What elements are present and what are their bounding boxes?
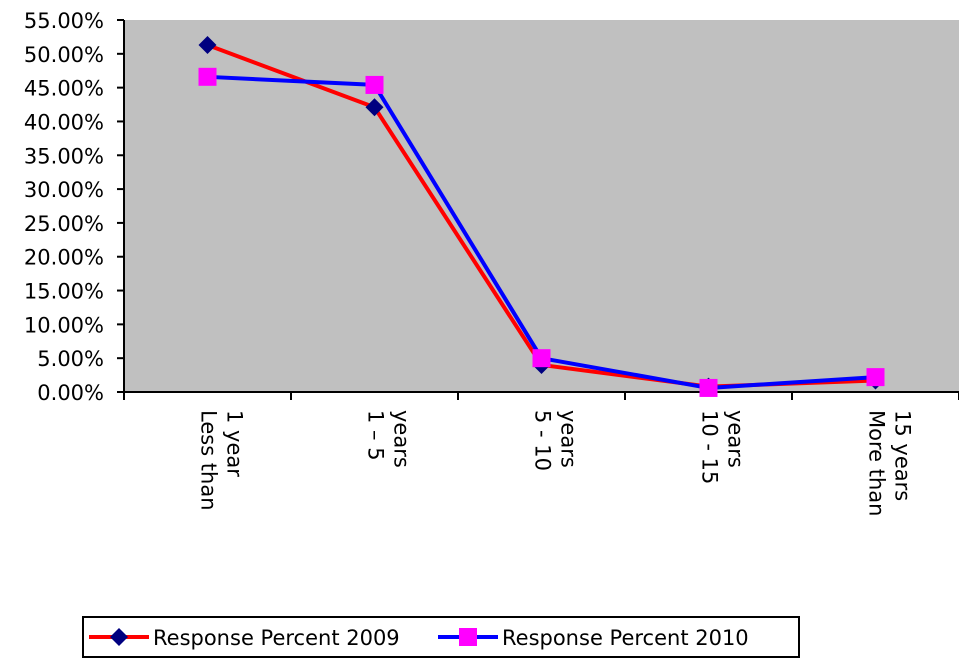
x-category-label-line: Less than — [197, 410, 221, 511]
y-tick-label: 35.00% — [24, 144, 104, 168]
legend-label: Response Percent 2010 — [502, 626, 749, 650]
x-category-label-line: 1 year — [223, 410, 247, 477]
x-axis: Less than 1 year 1 – 5 years 5 - 10 years 10 -… — [123, 391, 959, 516]
x-category-label-line: years — [724, 410, 748, 468]
data-point — [198, 36, 217, 55]
x-category-label-line: 15 years — [891, 410, 915, 501]
y-tick-label: 20.00% — [24, 246, 104, 270]
y-axis: 0.00% 5.00% 10.00% 15.00% 20.00% 25.00% 30.00%… — [24, 9, 125, 405]
x-category-label-line: years — [390, 410, 414, 468]
y-tick-label: 55.00% — [24, 9, 104, 33]
data-point — [198, 67, 217, 86]
data-point — [866, 368, 885, 387]
y-tick-label: 40.00% — [24, 110, 104, 134]
x-category-label: 5 - 10 years — [531, 410, 581, 471]
y-tick-label: 10.00% — [24, 313, 104, 337]
series-layer — [198, 36, 885, 397]
y-tick-label: 0.00% — [37, 381, 104, 405]
legend-item: Response Percent 2009 — [89, 626, 400, 650]
legend: Response Percent 2009 Response Percent 20… — [82, 616, 800, 658]
data-point — [365, 75, 384, 94]
x-category-label-line: 5 - 10 — [531, 410, 555, 471]
y-tick-label: 25.00% — [24, 212, 104, 236]
y-tick-label: 30.00% — [24, 178, 104, 202]
series-2-markers — [198, 67, 885, 397]
x-category-label-line: years — [557, 410, 581, 468]
data-point — [365, 98, 384, 117]
y-tick-label: 15.00% — [24, 280, 104, 304]
x-category-label-line: 10 - 15 — [698, 410, 722, 484]
plot-area — [124, 20, 959, 392]
legend-swatch-marker — [110, 628, 128, 646]
legend-label: Response Percent 2009 — [153, 626, 400, 650]
legend-swatch-marker — [459, 628, 477, 646]
legend-item: Response Percent 2010 — [438, 626, 749, 650]
data-point — [699, 378, 718, 397]
y-tick-label: 45.00% — [24, 77, 104, 101]
x-category-label-line: More than — [865, 410, 889, 516]
y-tick-label: 5.00% — [37, 347, 104, 371]
x-category-label: Less than 1 year — [197, 410, 247, 511]
x-category-label: More than 15 years — [865, 410, 915, 516]
y-tick-label: 50.00% — [24, 43, 104, 67]
x-category-label: 10 - 15 years — [698, 410, 748, 484]
x-category-label: 1 – 5 years — [364, 410, 414, 468]
x-category-label-line: 1 – 5 — [364, 410, 388, 461]
data-point — [532, 349, 551, 368]
